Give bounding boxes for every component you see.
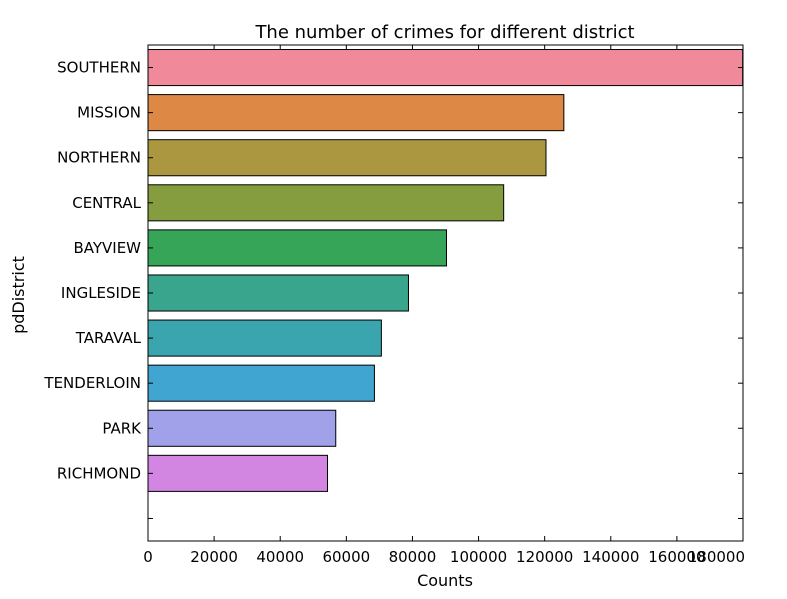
bar-mission (147, 94, 565, 132)
bar-richmond (147, 454, 328, 492)
plot-frame (147, 44, 744, 542)
x-axis-ticks: 0 20000 40000 60000 80000 100000 120000 140000 1… (143, 45, 745, 566)
x-tick-label: 160000 (648, 548, 705, 566)
bar-park (147, 409, 337, 447)
x-tick-label: 100000 (450, 548, 507, 566)
y-tick-label: CENTRAL (72, 194, 141, 212)
bar-northern (147, 139, 547, 177)
x-tick-label: 80000 (389, 548, 437, 566)
x-tick-label: 40000 (256, 548, 304, 566)
y-tick-label: SOUTHERN (57, 59, 141, 77)
x-tick-label: 120000 (516, 548, 573, 566)
bar-taraval (147, 319, 382, 357)
x-tick-label: 180000 (688, 548, 745, 566)
y-tick-label: TARAVAL (75, 329, 142, 347)
bar-ingleside (147, 274, 409, 312)
bar-southern (147, 49, 744, 87)
x-axis-label: Counts (417, 571, 473, 590)
x-tick-label: 60000 (322, 548, 370, 566)
y-axis-label: pdDistrict (9, 256, 28, 334)
x-tick-label: 140000 (582, 548, 639, 566)
chart-title: The number of crimes for different distr… (254, 22, 634, 43)
y-tick-label: BAYVIEW (73, 239, 141, 257)
bar-tenderloin (147, 364, 375, 402)
bars-group (147, 49, 744, 492)
y-axis-ticks: SOUTHERN MISSION NORTHERN CENTRAL BAYVIEW ING… (43, 59, 743, 519)
y-tick-label: NORTHERN (57, 149, 141, 167)
y-tick-label: MISSION (77, 104, 141, 122)
bar-bayview (147, 229, 447, 267)
x-tick-label: 0 (143, 548, 153, 566)
y-tick-label: RICHMOND (57, 464, 141, 482)
bar-central (147, 184, 505, 222)
y-tick-label: PARK (102, 419, 142, 437)
y-tick-label: TENDERLOIN (43, 374, 141, 392)
y-tick-label: INGLESIDE (61, 284, 141, 302)
x-tick-label: 20000 (190, 548, 238, 566)
